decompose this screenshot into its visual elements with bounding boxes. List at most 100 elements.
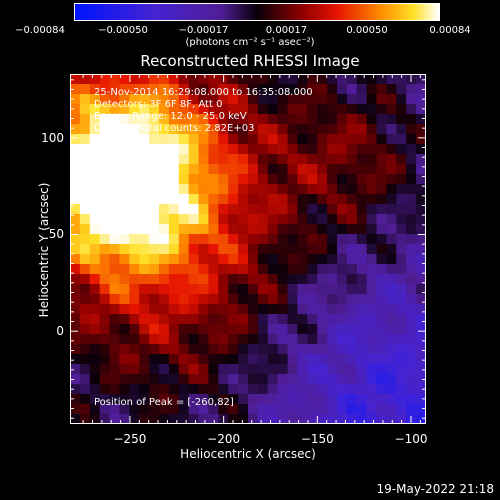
heatmap-cell	[416, 194, 426, 205]
heatmap-cell	[228, 74, 239, 85]
heatmap-cell	[79, 234, 91, 245]
heatmap-cell	[257, 194, 269, 205]
colorbar-segment	[430, 3, 433, 21]
heatmap-cell	[287, 394, 298, 405]
heatmap-cell	[139, 194, 150, 205]
heatmap-cell	[416, 274, 426, 285]
heatmap-cell	[366, 254, 378, 265]
heatmap-cell	[79, 154, 91, 165]
colorbar-segment	[192, 3, 195, 21]
heatmap-cell	[337, 224, 348, 235]
heatmap-cell	[218, 134, 229, 145]
annotation-detectors: Detectors: 3F 6F 8F, Att 0	[94, 99, 223, 110]
heatmap-cell	[99, 414, 111, 424]
colorbar-segment	[422, 3, 425, 21]
heatmap-cell	[238, 284, 249, 295]
heatmap-cell	[238, 84, 249, 95]
heatmap-cell	[139, 304, 150, 315]
heatmap-cell	[346, 344, 358, 355]
heatmap-cell	[277, 344, 289, 355]
heatmap-cell	[99, 244, 111, 255]
colorbar-segment	[170, 3, 173, 21]
heatmap-cell	[277, 154, 289, 165]
heatmap-cell	[149, 384, 160, 395]
heatmap-cell	[376, 194, 387, 205]
heatmap-cell	[218, 84, 229, 95]
heatmap-cell	[208, 154, 219, 165]
heatmap-cell	[79, 104, 91, 115]
heatmap-cell	[188, 404, 200, 415]
heatmap-cell	[99, 274, 111, 285]
heatmap-cell	[297, 334, 308, 345]
heatmap-cell	[337, 124, 348, 135]
heatmap-cell	[297, 94, 308, 105]
heatmap-cell	[267, 284, 279, 295]
heatmap-cell	[149, 94, 160, 105]
heatmap-cell	[139, 334, 150, 345]
heatmap-cell	[168, 194, 180, 205]
heatmap-cell	[218, 194, 229, 205]
heatmap-cell	[248, 394, 259, 405]
colorbar-segment	[134, 3, 137, 21]
colorbar-segment	[206, 3, 209, 21]
heatmap-cell	[168, 374, 180, 385]
y-axis-label: Heliocentric Y (arcsec)	[37, 182, 51, 318]
heatmap-cell	[129, 144, 140, 155]
heatmap-cell	[139, 174, 150, 185]
heatmap-cell	[277, 84, 289, 95]
heatmap-cell	[396, 74, 407, 85]
colorbar-segment	[94, 3, 97, 21]
heatmap-cell	[307, 74, 318, 85]
heatmap-cell	[129, 344, 140, 355]
colorbar-segment	[358, 3, 361, 21]
heatmap-cell	[297, 184, 308, 195]
heatmap-cell	[257, 164, 269, 175]
heatmap-cell	[396, 364, 407, 375]
heatmap-cell	[356, 274, 368, 285]
heatmap-cell	[228, 134, 239, 145]
colorbar-segment	[268, 3, 271, 21]
heatmap-cell	[188, 314, 200, 325]
x-tick-label: −250	[113, 432, 147, 446]
colorbar-segment	[116, 3, 119, 21]
heatmap-cell	[386, 284, 397, 295]
heatmap-cell	[238, 264, 249, 275]
heatmap-cell	[149, 334, 160, 345]
heatmap-cell	[376, 374, 387, 385]
heatmap-cell	[317, 214, 328, 225]
heatmap-cell	[238, 144, 249, 155]
heatmap-cell	[188, 244, 200, 255]
heatmap-cell	[307, 204, 318, 215]
heatmap-cell	[346, 254, 358, 265]
heatmap-cell	[287, 154, 298, 165]
heatmap-cell	[248, 144, 259, 155]
heatmap-cell	[307, 214, 318, 225]
heatmap-cell	[356, 164, 368, 175]
heatmap-cell	[99, 234, 111, 245]
colorbar-segment	[412, 3, 415, 21]
heatmap-cell	[327, 414, 338, 424]
colorbar-segment	[318, 3, 321, 21]
heatmap-cell	[416, 304, 426, 315]
heatmap-cell	[356, 74, 368, 85]
colorbar-segment	[296, 3, 299, 21]
heatmap-cell	[208, 334, 219, 345]
heatmap-cell	[238, 194, 249, 205]
heatmap-cell	[159, 354, 170, 365]
heatmap-cell	[109, 224, 120, 235]
heatmap-cell	[208, 264, 219, 275]
heatmap-cell	[228, 394, 239, 405]
heatmap-cell	[99, 124, 111, 135]
heatmap-cell	[228, 94, 239, 105]
heatmap-cell	[159, 74, 170, 85]
heatmap-cell	[307, 244, 318, 255]
heatmap-cell	[277, 234, 289, 245]
heatmap-cell	[109, 104, 120, 115]
heatmap-cell	[366, 174, 378, 185]
colorbar-segment	[388, 3, 391, 21]
colorbar-segment	[138, 3, 141, 21]
heatmap-cell	[257, 324, 269, 335]
heatmap-cell	[149, 354, 160, 365]
colorbar-segment	[172, 3, 175, 21]
colorbar-segment	[144, 3, 147, 21]
